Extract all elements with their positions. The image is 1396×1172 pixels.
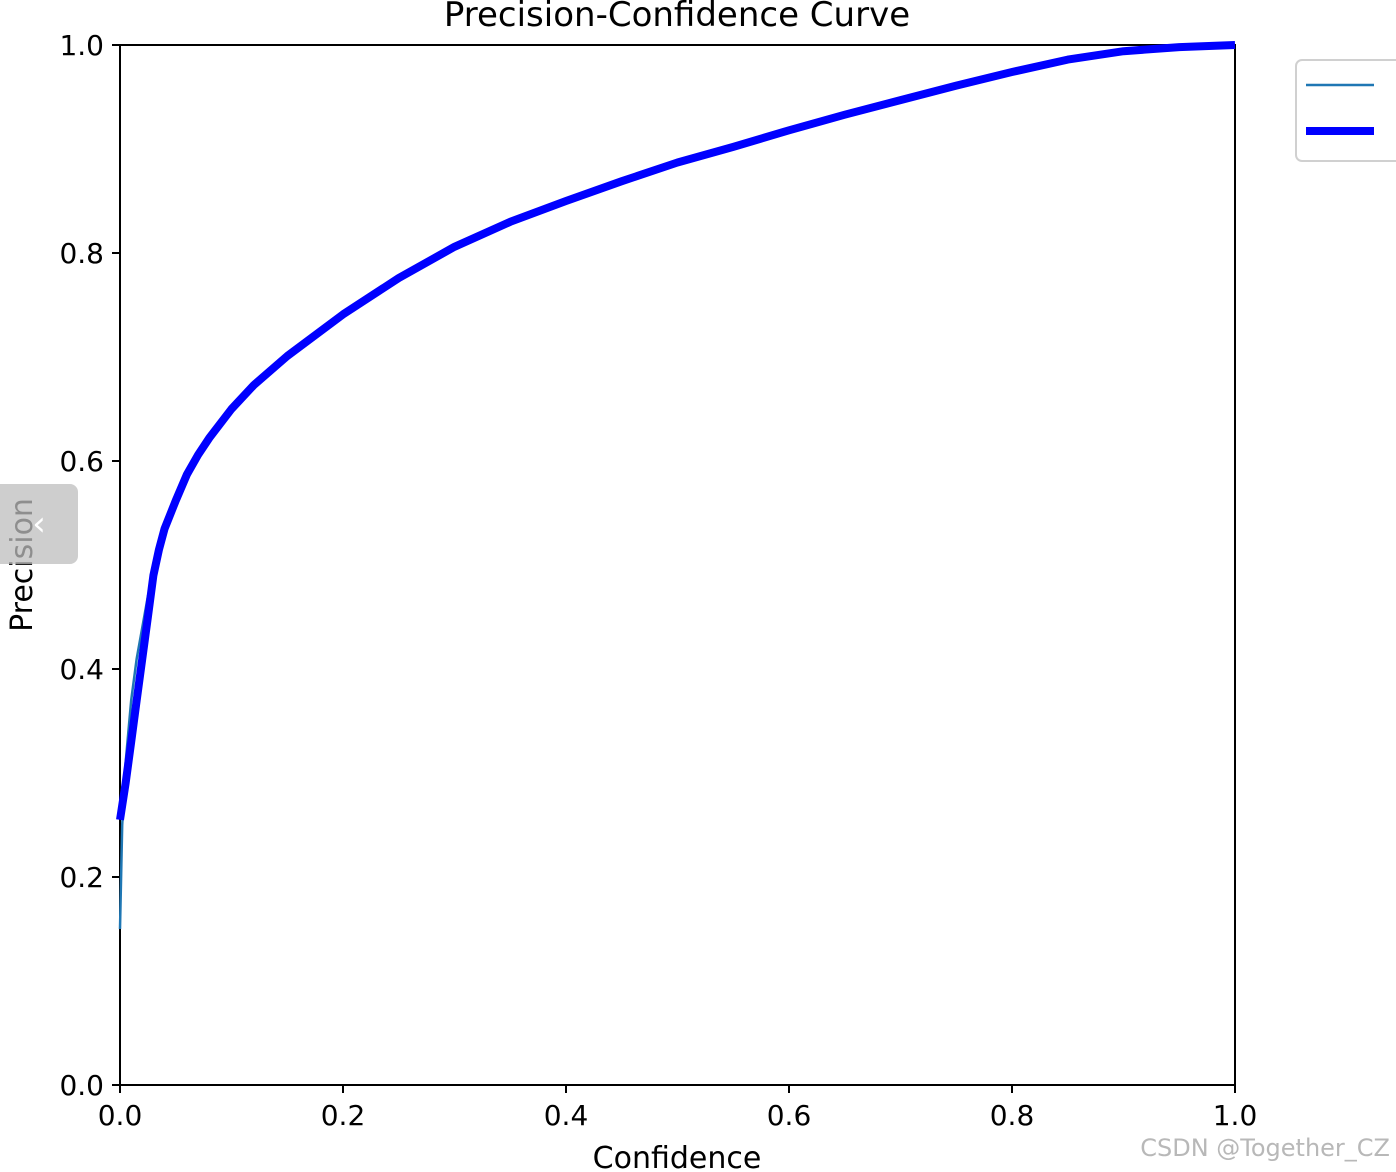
legend-box: [1295, 59, 1396, 162]
y-tick-label: 0.6: [59, 445, 104, 478]
x-tick-label: 0.4: [544, 1099, 589, 1132]
watermark: CSDN @Together_CZ: [1140, 1134, 1390, 1162]
legend: [1295, 59, 1396, 162]
x-tick-label: 0.6: [767, 1099, 812, 1132]
y-tick-label: 0.0: [59, 1069, 104, 1102]
y-tick-label: 0.8: [59, 237, 104, 270]
y-tick-label: 0.2: [59, 861, 104, 894]
y-tick-label: 0.4: [59, 653, 104, 686]
axis-ticks: 0.0 0.2 0.4 0.6 0.8 1.0 0.0 0.2 0.4 0.6 0.8 1.0: [59, 29, 1257, 1132]
x-tick-label: 0.8: [990, 1099, 1035, 1132]
chevron-left-icon: ‹: [32, 504, 46, 544]
plot-series: [116, 41, 1236, 930]
plot-area-frame: [119, 44, 1236, 1086]
series-line-1: [118, 43, 1236, 930]
chart-title: Precision-Confidence Curve: [444, 0, 910, 35]
x-axis-label: Confidence: [593, 1141, 762, 1172]
x-tick-label: 1.0: [1213, 1099, 1258, 1132]
series-line-2: [116, 41, 1236, 821]
y-tick-label: 1.0: [59, 29, 104, 62]
x-tick-label: 0.2: [321, 1099, 366, 1132]
x-tick-label: 0.0: [98, 1099, 143, 1132]
sidebar-collapse-tab[interactable]: ‹: [0, 484, 78, 564]
